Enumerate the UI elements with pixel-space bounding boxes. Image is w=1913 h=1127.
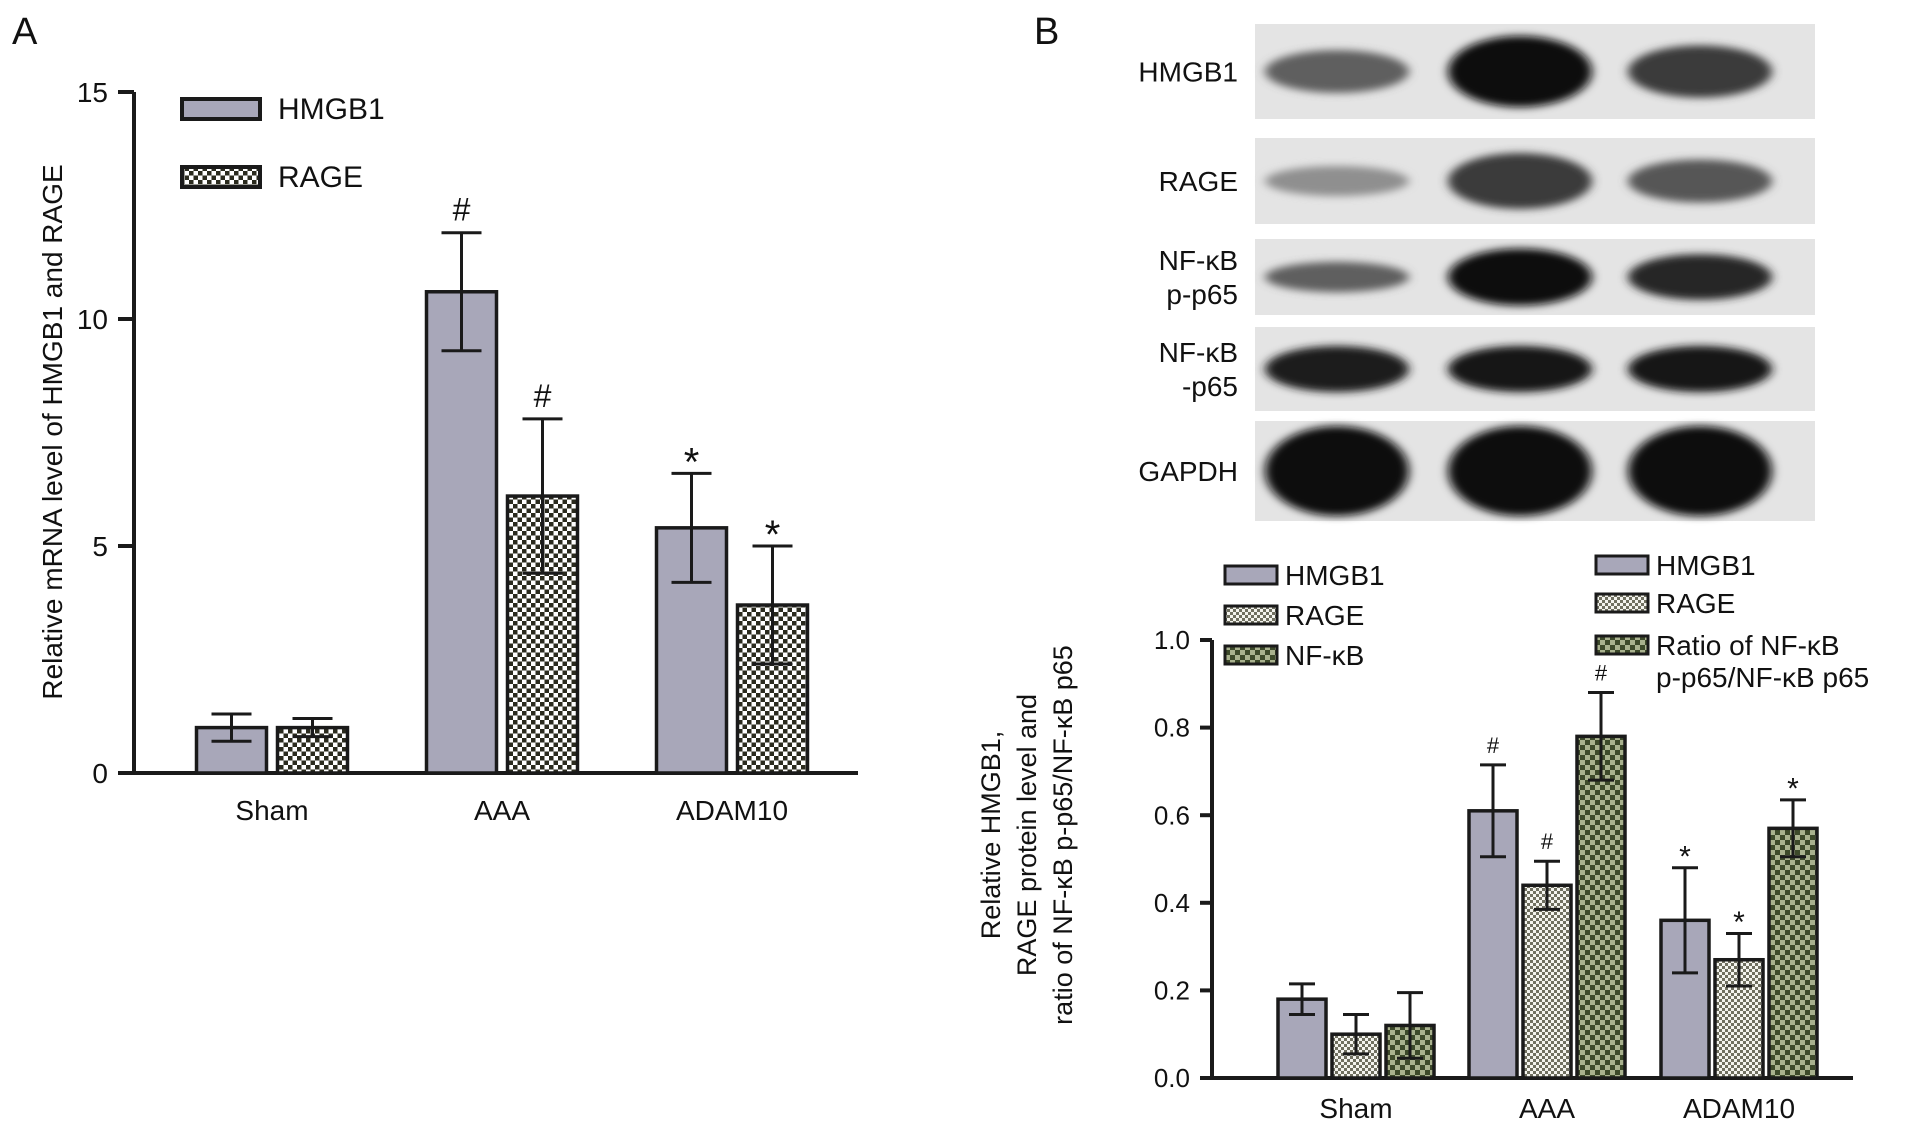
legend-swatch: [180, 165, 262, 189]
blot-band: [1628, 345, 1772, 393]
panel-label-b: B: [1034, 11, 1059, 53]
x-category-label: AAA: [474, 795, 530, 826]
bar: [424, 290, 499, 775]
chart-a: 0 5 10 15 Sham AAA # # ADAM10 * * Relative mRNA lev…: [37, 77, 858, 826]
blot-band: [1265, 261, 1409, 293]
blot-band: [1265, 50, 1409, 93]
blot-row-label: NF-κB: [1159, 245, 1238, 276]
y-tick-label: 1.0: [1154, 625, 1190, 655]
legend-swatch: [1223, 604, 1279, 626]
x-category-label: Sham: [235, 795, 308, 826]
legend-label: RAGE: [1285, 600, 1364, 631]
blot-band: [1448, 35, 1592, 108]
y-tick-label: 0.2: [1154, 976, 1190, 1006]
blot-row-label: HMGB1: [1138, 57, 1238, 88]
x-category-label: Sham: [1319, 1093, 1392, 1124]
legend-label: HMGB1: [1656, 550, 1756, 581]
significance-marker: #: [1541, 829, 1554, 854]
legend-swatch: [1223, 644, 1279, 666]
blot-band: [1628, 45, 1772, 98]
y-tick-label: 5: [92, 531, 108, 562]
bar: [1521, 883, 1573, 1080]
legend-label: HMGB1: [1285, 560, 1385, 591]
legend-label: RAGE: [1656, 588, 1735, 619]
y-axis-label: Relative HMGB1,: [976, 731, 1006, 940]
legend-label: Ratio of NF-κB: [1656, 630, 1840, 661]
blot-band: [1628, 159, 1772, 203]
y-axis-label: Relative mRNA level of HMGB1 and RAGE: [37, 164, 68, 699]
significance-marker: #: [1595, 661, 1608, 686]
legend-swatch: [1594, 592, 1650, 614]
blot-row-label: GAPDH: [1138, 456, 1238, 487]
significance-marker: #: [1487, 733, 1500, 758]
significance-marker: #: [534, 378, 552, 414]
legend-label: NF-κB: [1285, 640, 1364, 671]
panel-label-a: A: [12, 11, 38, 53]
blot-band: [1448, 248, 1592, 306]
legend-label: p-p65/NF-κB p65: [1656, 662, 1869, 693]
blot-band: [1265, 345, 1409, 393]
legend-swatch: [180, 97, 262, 121]
bar: [1575, 734, 1627, 1080]
blot-row-label: RAGE: [1159, 166, 1238, 197]
x-category-label: ADAM10: [676, 795, 788, 826]
significance-marker: *: [684, 440, 700, 484]
significance-marker: *: [1787, 772, 1799, 805]
y-tick-label: 0.6: [1154, 800, 1190, 830]
y-tick-label: 0.4: [1154, 888, 1190, 918]
y-tick-label: 0.0: [1154, 1063, 1190, 1093]
x-category-label: AAA: [1519, 1093, 1575, 1124]
blot-band: [1448, 426, 1592, 516]
blot-band: [1265, 165, 1409, 197]
legend-label: RAGE: [278, 161, 363, 194]
blot-band: [1628, 254, 1772, 300]
chart-b: 0.0 0.2 0.4 0.6 0.8 1.0 Sham AAA # # # ADAM10 * * * Rel…: [976, 550, 1869, 1124]
blot-band: [1265, 426, 1409, 516]
significance-marker: *: [1733, 906, 1745, 939]
y-tick-label: 15: [77, 77, 108, 108]
blot-row-label: NF-κB: [1159, 337, 1238, 368]
y-tick-label: 0: [92, 758, 108, 789]
significance-marker: #: [453, 192, 471, 228]
blot-band: [1448, 153, 1592, 209]
bar: [1767, 826, 1819, 1080]
legend-swatch: [1594, 634, 1650, 656]
significance-marker: *: [765, 513, 781, 557]
y-tick-label: 0.8: [1154, 713, 1190, 743]
x-category-label: ADAM10: [1683, 1093, 1795, 1124]
significance-marker: *: [1679, 840, 1691, 873]
legend-swatch: [1223, 564, 1279, 586]
y-tick-label: 10: [77, 304, 108, 335]
blot-band: [1448, 345, 1592, 393]
blot-row-label: p-p65: [1166, 279, 1238, 310]
legend-swatch: [1594, 554, 1650, 576]
legend-label: HMGB1: [278, 93, 385, 126]
y-axis-label: RAGE protein level and: [1012, 694, 1042, 976]
blot-band: [1628, 426, 1772, 516]
y-axis-label: ratio of NF-κB p-p65/NF-κB p65: [1048, 645, 1078, 1025]
blot-row-label: -p65: [1182, 371, 1238, 402]
